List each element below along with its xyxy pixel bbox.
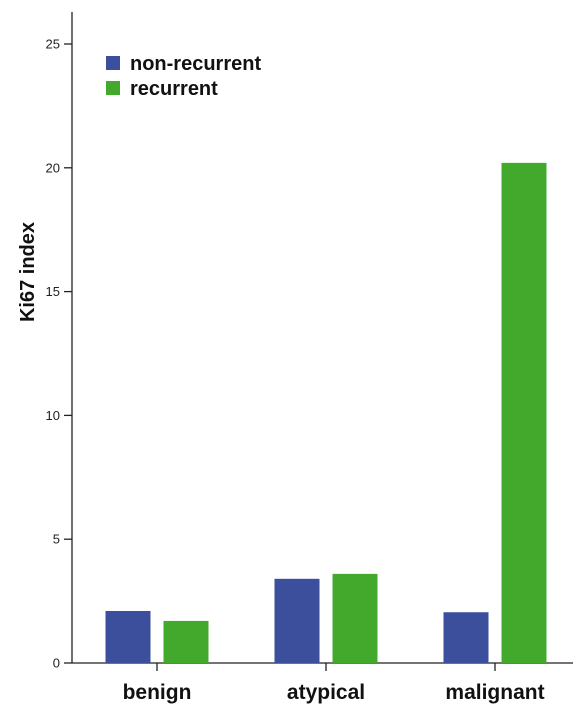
legend-swatch-non-recurrent: [106, 56, 120, 70]
legend-label-recurrent: recurrent: [130, 78, 218, 100]
y-tick-label: 5: [53, 532, 60, 547]
y-tick-label: 10: [46, 408, 60, 423]
bar-recurrent-benign: [163, 620, 209, 663]
legend-label-non-recurrent: non-recurrent: [130, 53, 261, 75]
x-tick-label-atypical: atypical: [287, 681, 365, 704]
bar-recurrent-atypical: [332, 573, 378, 663]
x-tick-label-benign: benign: [123, 681, 192, 704]
x-tick-label-malignant: malignant: [445, 681, 544, 704]
y-tick-label: 20: [46, 160, 60, 175]
bar-non-recurrent-malignant: [443, 612, 489, 663]
bar-recurrent-malignant: [501, 162, 547, 663]
bar-non-recurrent-benign: [105, 611, 151, 663]
y-tick-label: 15: [46, 284, 60, 299]
y-tick-label: 25: [46, 37, 60, 52]
y-tick-label: 0: [53, 656, 60, 671]
bar-non-recurrent-atypical: [274, 578, 320, 663]
x-ticks: benign atypical malignant: [123, 663, 545, 704]
y-ticks: 0 5 10 15 20 25: [46, 37, 72, 671]
y-axis-label: Ki67 index: [17, 222, 39, 322]
legend: non-recurrent recurrent: [106, 53, 261, 100]
legend-swatch-recurrent: [106, 81, 120, 95]
bars: [105, 162, 547, 663]
